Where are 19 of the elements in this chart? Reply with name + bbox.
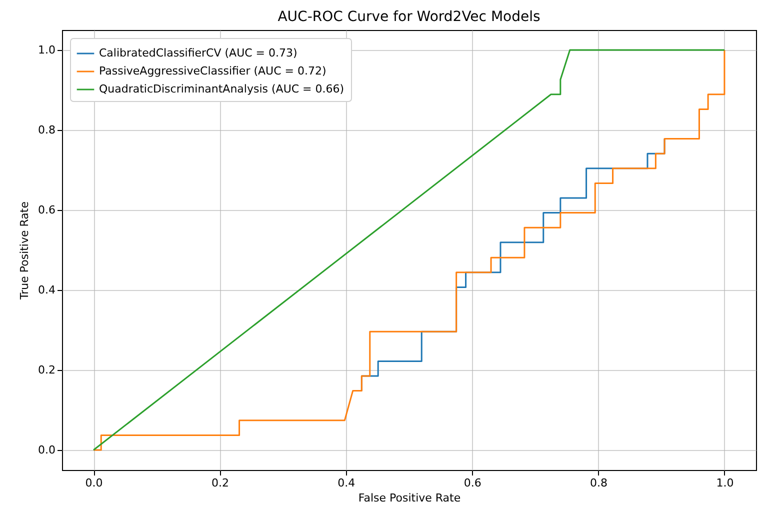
legend-label: QuadraticDiscriminantAnalysis (AUC = 0.66) — [99, 82, 344, 96]
y-tick-label: 0.2 — [38, 364, 56, 376]
line-series — [92, 49, 726, 451]
legend-label: CalibratedClassifierCV (AUC = 0.73) — [99, 46, 298, 60]
chart-title: AUC-ROC Curve for Word2Vec Models — [278, 9, 540, 25]
legend-label: PassiveAggressiveClassifier (AUC = 0.72) — [99, 64, 326, 78]
x-tick-label: 0.8 — [590, 476, 608, 490]
y-tick-label: 1.0 — [38, 44, 56, 56]
y-tick-label: 0.8 — [38, 124, 56, 136]
y-tick-label: 0.6 — [38, 204, 56, 216]
x-axis-title: False Positive Rate — [358, 492, 461, 504]
y-tick-label: 0.0 — [38, 444, 56, 456]
y-axis-title: True Positive Rate — [18, 201, 32, 300]
x-tick-label: 0.4 — [338, 476, 356, 490]
x-tick-label: 0.0 — [85, 476, 103, 490]
x-tick-label: 0.2 — [211, 476, 229, 490]
y-tick-label: 0.4 — [38, 284, 56, 296]
x-tick-label: 0.6 — [464, 476, 482, 490]
x-tick-label: 1.0 — [716, 476, 734, 490]
